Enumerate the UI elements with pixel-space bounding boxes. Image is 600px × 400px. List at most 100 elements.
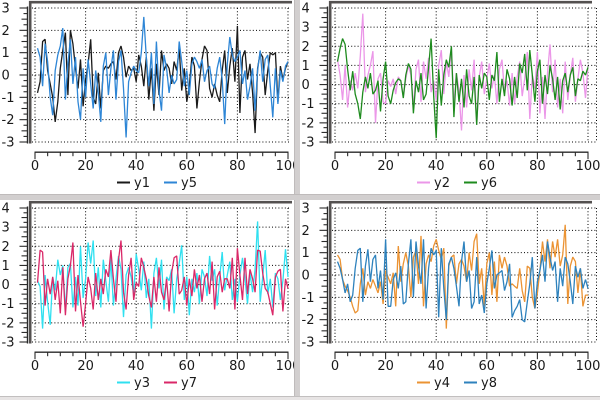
y-tick-label: 1 <box>2 259 10 274</box>
legend-label-y3: y3 <box>134 376 150 391</box>
subplot-bottom-right: -3 -2 -1 0 1 2 3 0 20 40 60 80 100 y4 y8 <box>300 200 600 396</box>
x-tick-label: 20 <box>377 159 394 174</box>
y-tick-label: -2 <box>302 313 315 328</box>
window-bottom-edge <box>0 396 600 400</box>
legend: y1 y5 <box>117 176 197 191</box>
y-axis: -3 -2 -1 0 1 2 3 4 <box>2 202 29 351</box>
subplot-canvas: -3-2-101234020406080100y3y7 <box>2 200 294 391</box>
x-axis: 0 20 40 60 80 100 <box>31 351 294 374</box>
quadrant-divider-horizontal <box>0 194 600 200</box>
subplot-top-right: -3 -2 -1 0 1 2 3 4 0 20 40 60 80 100 y2 y6 <box>300 0 600 194</box>
y-tick-label: 2 <box>302 224 310 239</box>
x-axis: 0 20 40 60 80 100 <box>331 351 600 374</box>
x-tick-label: 100 <box>276 159 294 174</box>
y-tick-label: 1 <box>302 246 310 261</box>
y-tick-label: 0 <box>2 278 10 293</box>
series-y6-line <box>336 38 589 139</box>
subplot-top-left: -3 -2 -1 0 1 2 3 0 20 40 60 80 100 y1 y5 <box>0 0 294 194</box>
y-tick-label: 3 <box>2 2 10 17</box>
plot-area[interactable] <box>331 3 597 143</box>
y-tick-label: 1 <box>2 46 10 61</box>
x-tick-label: 0 <box>331 159 339 174</box>
plot-frame <box>328 0 592 144</box>
x-tick-label: 80 <box>529 159 546 174</box>
legend-label-y6: y6 <box>481 176 497 191</box>
x-tick-label: 0 <box>31 159 39 174</box>
series-y1-line <box>36 25 289 134</box>
y-tick-label: -1 <box>302 97 315 112</box>
series-y8-line <box>336 239 589 323</box>
y-tick-label: -1 <box>2 91 15 106</box>
plot-frame <box>328 200 592 344</box>
series-y7-line <box>36 240 289 327</box>
y-axis: -3 -2 -1 0 1 2 3 <box>302 202 329 351</box>
legend-label-y2: y2 <box>434 176 450 191</box>
x-tick-label: 100 <box>576 359 600 374</box>
y-tick-label: 0 <box>302 78 310 93</box>
y-tick-label: -3 <box>2 336 15 351</box>
x-tick-label: 0 <box>331 359 339 374</box>
x-tick-label: 100 <box>576 159 600 174</box>
y-tick-label: -2 <box>2 113 15 128</box>
y-tick-label: -1 <box>302 291 315 306</box>
legend-label-y4: y4 <box>434 376 450 391</box>
x-tick-label: 60 <box>179 359 196 374</box>
y-tick-label: -2 <box>2 316 15 331</box>
x-tick-label: 40 <box>428 359 445 374</box>
y-tick-label: 3 <box>2 221 10 236</box>
x-tick-label: 40 <box>128 159 145 174</box>
plot-frame <box>28 200 292 344</box>
subplot-bottom-left: -3-2-101234020406080100y3y7 <box>0 200 294 396</box>
y-tick-label: -1 <box>2 297 15 312</box>
x-tick-label: 80 <box>229 359 246 374</box>
legend-label-y1: y1 <box>134 176 150 191</box>
plot-area[interactable] <box>31 203 291 343</box>
series-y4-line <box>336 224 588 329</box>
x-tick-label: 80 <box>229 159 246 174</box>
subplot-canvas: -3 -2 -1 0 1 2 3 0 20 40 60 80 100 y1 y5 <box>2 0 294 191</box>
y-tick-label: -3 <box>302 136 315 151</box>
x-tick-label: 20 <box>377 359 394 374</box>
x-axis: 0 20 40 60 80 100 <box>331 151 600 174</box>
y-tick-label: -2 <box>302 116 315 131</box>
x-tick-label: 40 <box>128 359 145 374</box>
x-tick-label: 40 <box>428 159 445 174</box>
x-tick-label: 20 <box>77 359 94 374</box>
y-tick-label: 0 <box>302 269 310 284</box>
x-tick-label: 0 <box>31 359 39 374</box>
plot-frame <box>28 0 292 144</box>
y-tick-label: 0 <box>2 69 10 84</box>
x-tick-label: 80 <box>529 359 546 374</box>
y-tick-label: 1 <box>302 59 310 74</box>
y-tick-label: 2 <box>302 40 310 55</box>
legend-label-y5: y5 <box>181 176 197 191</box>
y-tick-label: -3 <box>302 336 315 351</box>
y-tick-label: 4 <box>302 2 310 17</box>
x-axis: 0 20 40 60 80 100 <box>31 151 294 174</box>
grid-lines <box>332 207 597 343</box>
subplot-canvas: -3 -2 -1 0 1 2 3 0 20 40 60 80 100 y4 y8 <box>302 200 600 391</box>
y-tick-label: 2 <box>2 240 10 255</box>
legend-label-y7: y7 <box>181 376 197 391</box>
legend: y2 y6 <box>417 176 497 191</box>
series-y5-line <box>36 16 289 138</box>
x-tick-label: 60 <box>179 159 196 174</box>
x-tick-label: 20 <box>77 159 94 174</box>
quadrant-divider-vertical <box>294 0 300 400</box>
x-tick-label: 60 <box>479 359 496 374</box>
x-tick-label: 100 <box>276 359 294 374</box>
x-tick-label: 60 <box>479 159 496 174</box>
y-axis: -3 -2 -1 0 1 2 3 4 <box>302 2 329 151</box>
y-tick-label: 2 <box>2 24 10 39</box>
y-tick-label: 3 <box>302 21 310 36</box>
legend: y4 y8 <box>417 376 497 391</box>
y-tick-label: -3 <box>2 136 15 151</box>
legend: y3 y7 <box>117 376 197 391</box>
y-tick-label: 4 <box>2 202 10 217</box>
y-tick-label: 3 <box>302 202 310 217</box>
legend-label-y8: y8 <box>481 376 497 391</box>
series-y3-line <box>36 221 289 329</box>
y-axis: -3 -2 -1 0 1 2 3 <box>2 2 29 151</box>
